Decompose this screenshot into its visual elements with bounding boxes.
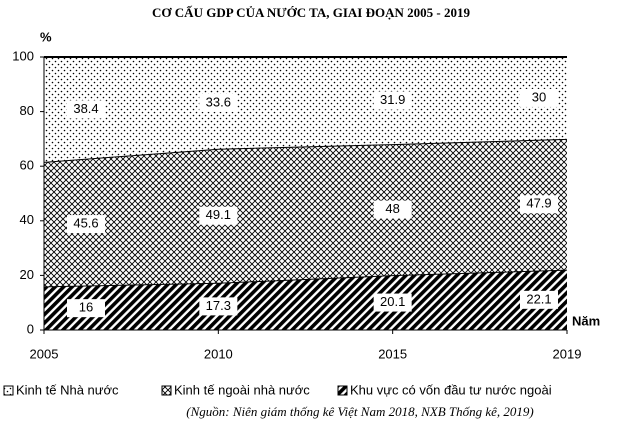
value-label: 33.6: [206, 94, 231, 109]
legend-swatch: [3, 385, 14, 396]
x-tick-label: 2019: [553, 346, 582, 361]
value-label: 30: [532, 89, 546, 104]
value-label: 22.1: [526, 291, 551, 306]
value-label: 38.4: [73, 101, 98, 116]
legend-swatch: [161, 385, 172, 396]
value-label-box: [67, 299, 105, 318]
value-label: 31.9: [380, 92, 405, 107]
value-label-box: [67, 100, 105, 119]
legend-label: Kinh tế ngoài nhà nước: [174, 382, 310, 397]
value-label-box: [520, 88, 558, 107]
x-tick-label: 2010: [204, 346, 233, 361]
value-label-box: [373, 293, 412, 312]
value-label: 16: [79, 300, 93, 315]
value-label: 45.6: [73, 216, 98, 231]
x-axis-label: Năm: [572, 313, 600, 328]
y-tick-label: 100: [12, 48, 34, 63]
value-label-box: [520, 290, 558, 309]
y-axis-label: %: [40, 29, 52, 44]
value-label: 20.1: [380, 294, 405, 309]
y-tick-label: 20: [20, 267, 34, 282]
area: [44, 57, 567, 162]
value-label-box: [373, 200, 412, 219]
x-tick-label: 2015: [378, 346, 407, 361]
y-tick-label: 40: [20, 212, 34, 227]
area: [44, 138, 567, 287]
chart-title: CƠ CẤU GDP CỦA NƯỚC TA, GIAI ĐOẠN 2005 -…: [152, 5, 470, 20]
area: [44, 269, 567, 330]
value-label: 48: [385, 201, 399, 216]
y-tick-label: 0: [27, 321, 34, 336]
value-label-box: [520, 195, 558, 214]
legend-label: Khu vực có vốn đầu tư nước ngoài: [350, 382, 552, 397]
value-label-box: [199, 93, 238, 112]
y-tick-label: 80: [20, 103, 34, 118]
value-label: 47.9: [526, 196, 551, 211]
legend-swatch: [337, 385, 348, 396]
legend-label: Kinh tế Nhà nước: [16, 382, 119, 397]
value-label: 17.3: [206, 298, 231, 313]
y-tick-label: 60: [20, 158, 34, 173]
x-tick-label: 2005: [30, 346, 59, 361]
value-label: 49.1: [206, 207, 231, 222]
value-label-box: [199, 206, 238, 225]
value-label-box: [199, 297, 238, 316]
value-label-box: [67, 215, 105, 234]
value-label-box: [373, 91, 412, 110]
source-note: (Nguồn: Niên giám thống kê Việt Nam 2018…: [186, 404, 533, 419]
